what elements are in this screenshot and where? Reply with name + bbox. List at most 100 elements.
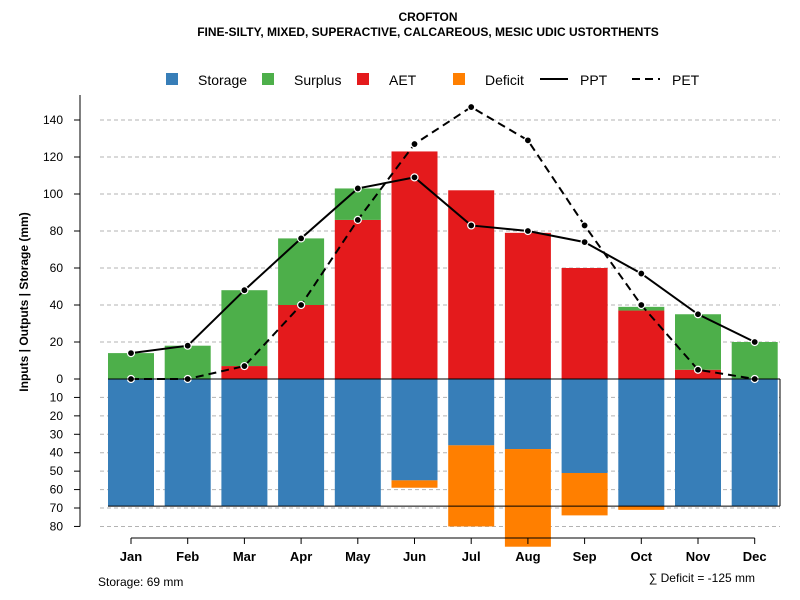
x-tick-label: Aug — [515, 549, 540, 564]
x-tick-label: Apr — [290, 549, 312, 564]
y-tick-label: 60 — [50, 483, 64, 497]
axes: 20 40 60 80 100 120 140 0 10 20 30 40 50 60 70 80 Jan Feb… — [43, 95, 781, 564]
deficit-bar — [391, 480, 438, 488]
ppt-point — [410, 173, 419, 182]
pet-point — [637, 300, 646, 310]
legend-label-storage: Storage — [198, 72, 247, 88]
legend-label-deficit: Deficit — [485, 72, 524, 88]
surplus-bar — [278, 238, 325, 305]
pet-point — [240, 361, 249, 371]
x-tick-label: Mar — [233, 549, 256, 564]
ppt-point — [637, 269, 646, 278]
y-tick-label: 10 — [50, 390, 64, 404]
y-tick-label: 20 — [50, 409, 64, 423]
storage-bar — [504, 379, 551, 450]
surplus-bar — [731, 342, 778, 379]
ppt-point — [750, 337, 759, 347]
deficit-bar — [561, 472, 608, 516]
deficit-note: ∑ Deficit = -125 mm — [649, 571, 755, 585]
deficit-bar — [448, 445, 495, 527]
legend: Storage Surplus AET Deficit PPT PET — [166, 72, 700, 88]
storage-bar — [108, 379, 154, 507]
legend-swatch-deficit — [453, 73, 465, 85]
ppt-point — [240, 286, 249, 295]
legend-swatch-aet — [357, 73, 369, 85]
y-tick-label: 40 — [50, 446, 64, 460]
storage-bar — [334, 379, 381, 507]
ppt-line — [130, 176, 756, 355]
deficit-bar — [618, 506, 665, 510]
surplus-bar — [334, 188, 381, 220]
pet-point — [693, 365, 703, 374]
bars — [108, 151, 778, 547]
gridlines — [100, 119, 780, 527]
aet-bar — [391, 151, 438, 379]
storage-note: Storage: 69 mm — [98, 575, 183, 589]
storage-bar — [278, 379, 325, 507]
storage-bar — [391, 379, 438, 481]
ppt-point — [353, 184, 362, 193]
aet-bar — [278, 305, 325, 379]
storage-bar — [448, 379, 495, 446]
ppt-point — [467, 221, 476, 230]
x-tick-label: Nov — [686, 549, 711, 564]
legend-label-ppt: PPT — [580, 72, 608, 88]
x-tick-label: Jan — [120, 549, 142, 564]
aet-bar — [334, 219, 381, 379]
storage-bar — [618, 379, 665, 507]
surplus-bar — [675, 314, 721, 370]
ppt-point — [126, 349, 136, 358]
legend-label-aet: AET — [389, 72, 417, 88]
legend-swatch-storage — [166, 73, 178, 85]
ppt-point — [523, 226, 533, 236]
aet-bar — [504, 232, 551, 379]
y-tick-label: 40 — [50, 298, 64, 312]
chart-title: CROFTON — [398, 10, 457, 24]
surplus-bar — [221, 290, 268, 367]
storage-bar — [675, 379, 721, 507]
pet-point — [410, 139, 419, 149]
y-tick-label: 80 — [50, 224, 64, 238]
storage-bar — [221, 379, 268, 507]
pet-line — [131, 105, 755, 380]
y-tick-label: 140 — [43, 113, 63, 127]
aet-bar — [561, 268, 608, 379]
x-tick-label: Dec — [743, 549, 767, 564]
surplus-bar — [108, 353, 154, 379]
storage-bar — [561, 379, 608, 473]
x-tick-label: Oct — [630, 549, 652, 564]
y-axis-title: Inputs | Outputs | Storage (mm) — [17, 212, 31, 391]
ppt-point — [297, 234, 306, 243]
y-tick-label: 30 — [50, 427, 64, 441]
x-tick-label: Feb — [176, 549, 199, 564]
legend-label-pet: PET — [672, 72, 700, 88]
y-tick-label: 20 — [50, 335, 64, 349]
surplus-bar — [164, 345, 211, 379]
storage-bar — [731, 379, 778, 507]
chart-subtitle: FINE-SILTY, MIXED, SUPERACTIVE, CALCAREO… — [197, 25, 659, 39]
x-tick-label: Jun — [403, 549, 426, 564]
y-tick-label: 70 — [50, 501, 64, 515]
y-tick-label: 50 — [50, 464, 64, 478]
storage-bar — [164, 379, 211, 507]
x-tick-label: Sep — [573, 549, 597, 564]
aet-bar — [448, 190, 495, 379]
aet-bar — [675, 369, 721, 379]
series-lines — [126, 102, 759, 384]
y-tick-label: 60 — [50, 261, 64, 275]
aet-bar — [618, 310, 665, 379]
pet-point — [523, 136, 533, 145]
ppt-point — [693, 310, 703, 319]
legend-label-surplus: Surplus — [294, 72, 341, 88]
legend-swatch-surplus — [262, 73, 274, 85]
x-tick-label: Jul — [462, 549, 481, 564]
pet-point — [297, 300, 306, 310]
pet-point — [580, 221, 589, 230]
y-tick-label: 0 — [56, 372, 63, 386]
x-tick-label: May — [345, 549, 371, 564]
deficit-bar — [504, 449, 551, 547]
y-tick-label: 80 — [50, 519, 64, 533]
pet-point — [467, 102, 476, 112]
pet-point — [353, 215, 362, 224]
